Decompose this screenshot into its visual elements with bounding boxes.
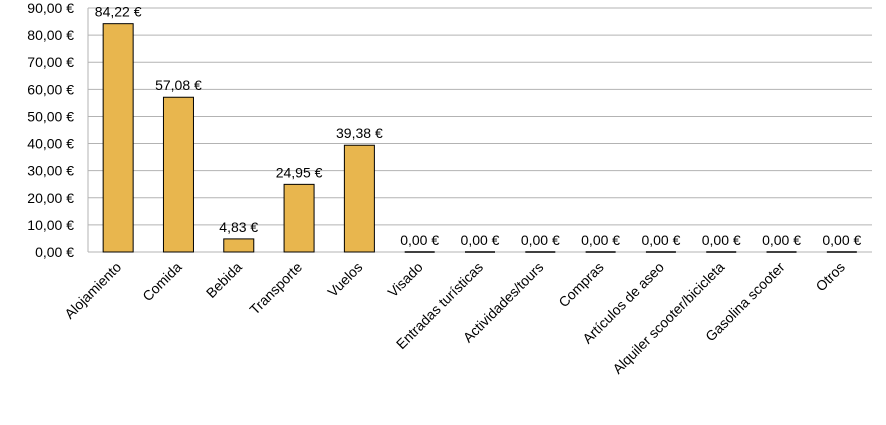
bar-value-label: 39,38 € — [336, 125, 383, 141]
y-tick-label: 10,00 € — [27, 217, 74, 233]
bar-value-labels: 84,22 € 57,08 € 4,83 € 24,95 € 39,38 € 0,00 €… — [95, 4, 862, 248]
bar — [223, 238, 255, 253]
y-tick-label: 70,00 € — [27, 54, 74, 70]
x-axis-category-labels: Alojamiento Comida Bebida Transporte Vuelos V… — [61, 259, 848, 377]
bar-value-label: 0,00 € — [461, 232, 500, 248]
bar-value-label: 0,00 € — [641, 232, 680, 248]
y-tick-label: 60,00 € — [27, 81, 74, 97]
category-label: Bebida — [203, 259, 245, 301]
y-tick-label: 90,00 € — [27, 0, 74, 16]
bar-value-label: 24,95 € — [276, 164, 323, 180]
y-tick-label: 50,00 € — [27, 108, 74, 124]
bar — [162, 96, 194, 253]
bar-value-label: 84,22 € — [95, 4, 142, 20]
category-label: Transporte — [246, 259, 305, 318]
bar-value-label: 4,83 € — [219, 219, 258, 235]
y-tick-label: 30,00 € — [27, 163, 74, 179]
category-label: Otros — [812, 259, 848, 295]
bar-value-label: 0,00 € — [400, 232, 439, 248]
bar-value-label: 0,00 € — [581, 232, 620, 248]
bar-value-label: 0,00 € — [702, 232, 741, 248]
y-tick-label: 40,00 € — [27, 136, 74, 152]
bar-value-label: 57,08 € — [155, 77, 202, 93]
y-tick-label: 80,00 € — [27, 27, 74, 43]
y-tick-label: 0,00 € — [35, 244, 74, 260]
bar-value-label: 0,00 € — [762, 232, 801, 248]
bar — [343, 144, 375, 253]
bar-value-label: 0,00 € — [521, 232, 560, 248]
category-label: Vuelos — [324, 259, 365, 300]
bar — [283, 183, 315, 253]
category-label: Compras — [555, 259, 606, 310]
category-label: Alojamiento — [61, 259, 124, 322]
gridlines — [87, 7, 872, 253]
y-tick-label: 20,00 € — [27, 190, 74, 206]
bar — [102, 23, 134, 253]
category-label: Alquiler scooter/bicicleta — [609, 259, 727, 377]
bars — [102, 23, 857, 253]
bar-value-label: 0,00 € — [822, 232, 861, 248]
category-label: Comida — [139, 259, 185, 305]
category-label: Visado — [384, 259, 426, 301]
y-axis-tick-labels: 0,00 € 10,00 € 20,00 € 30,00 € 40,00 € 50,00 … — [27, 0, 74, 260]
